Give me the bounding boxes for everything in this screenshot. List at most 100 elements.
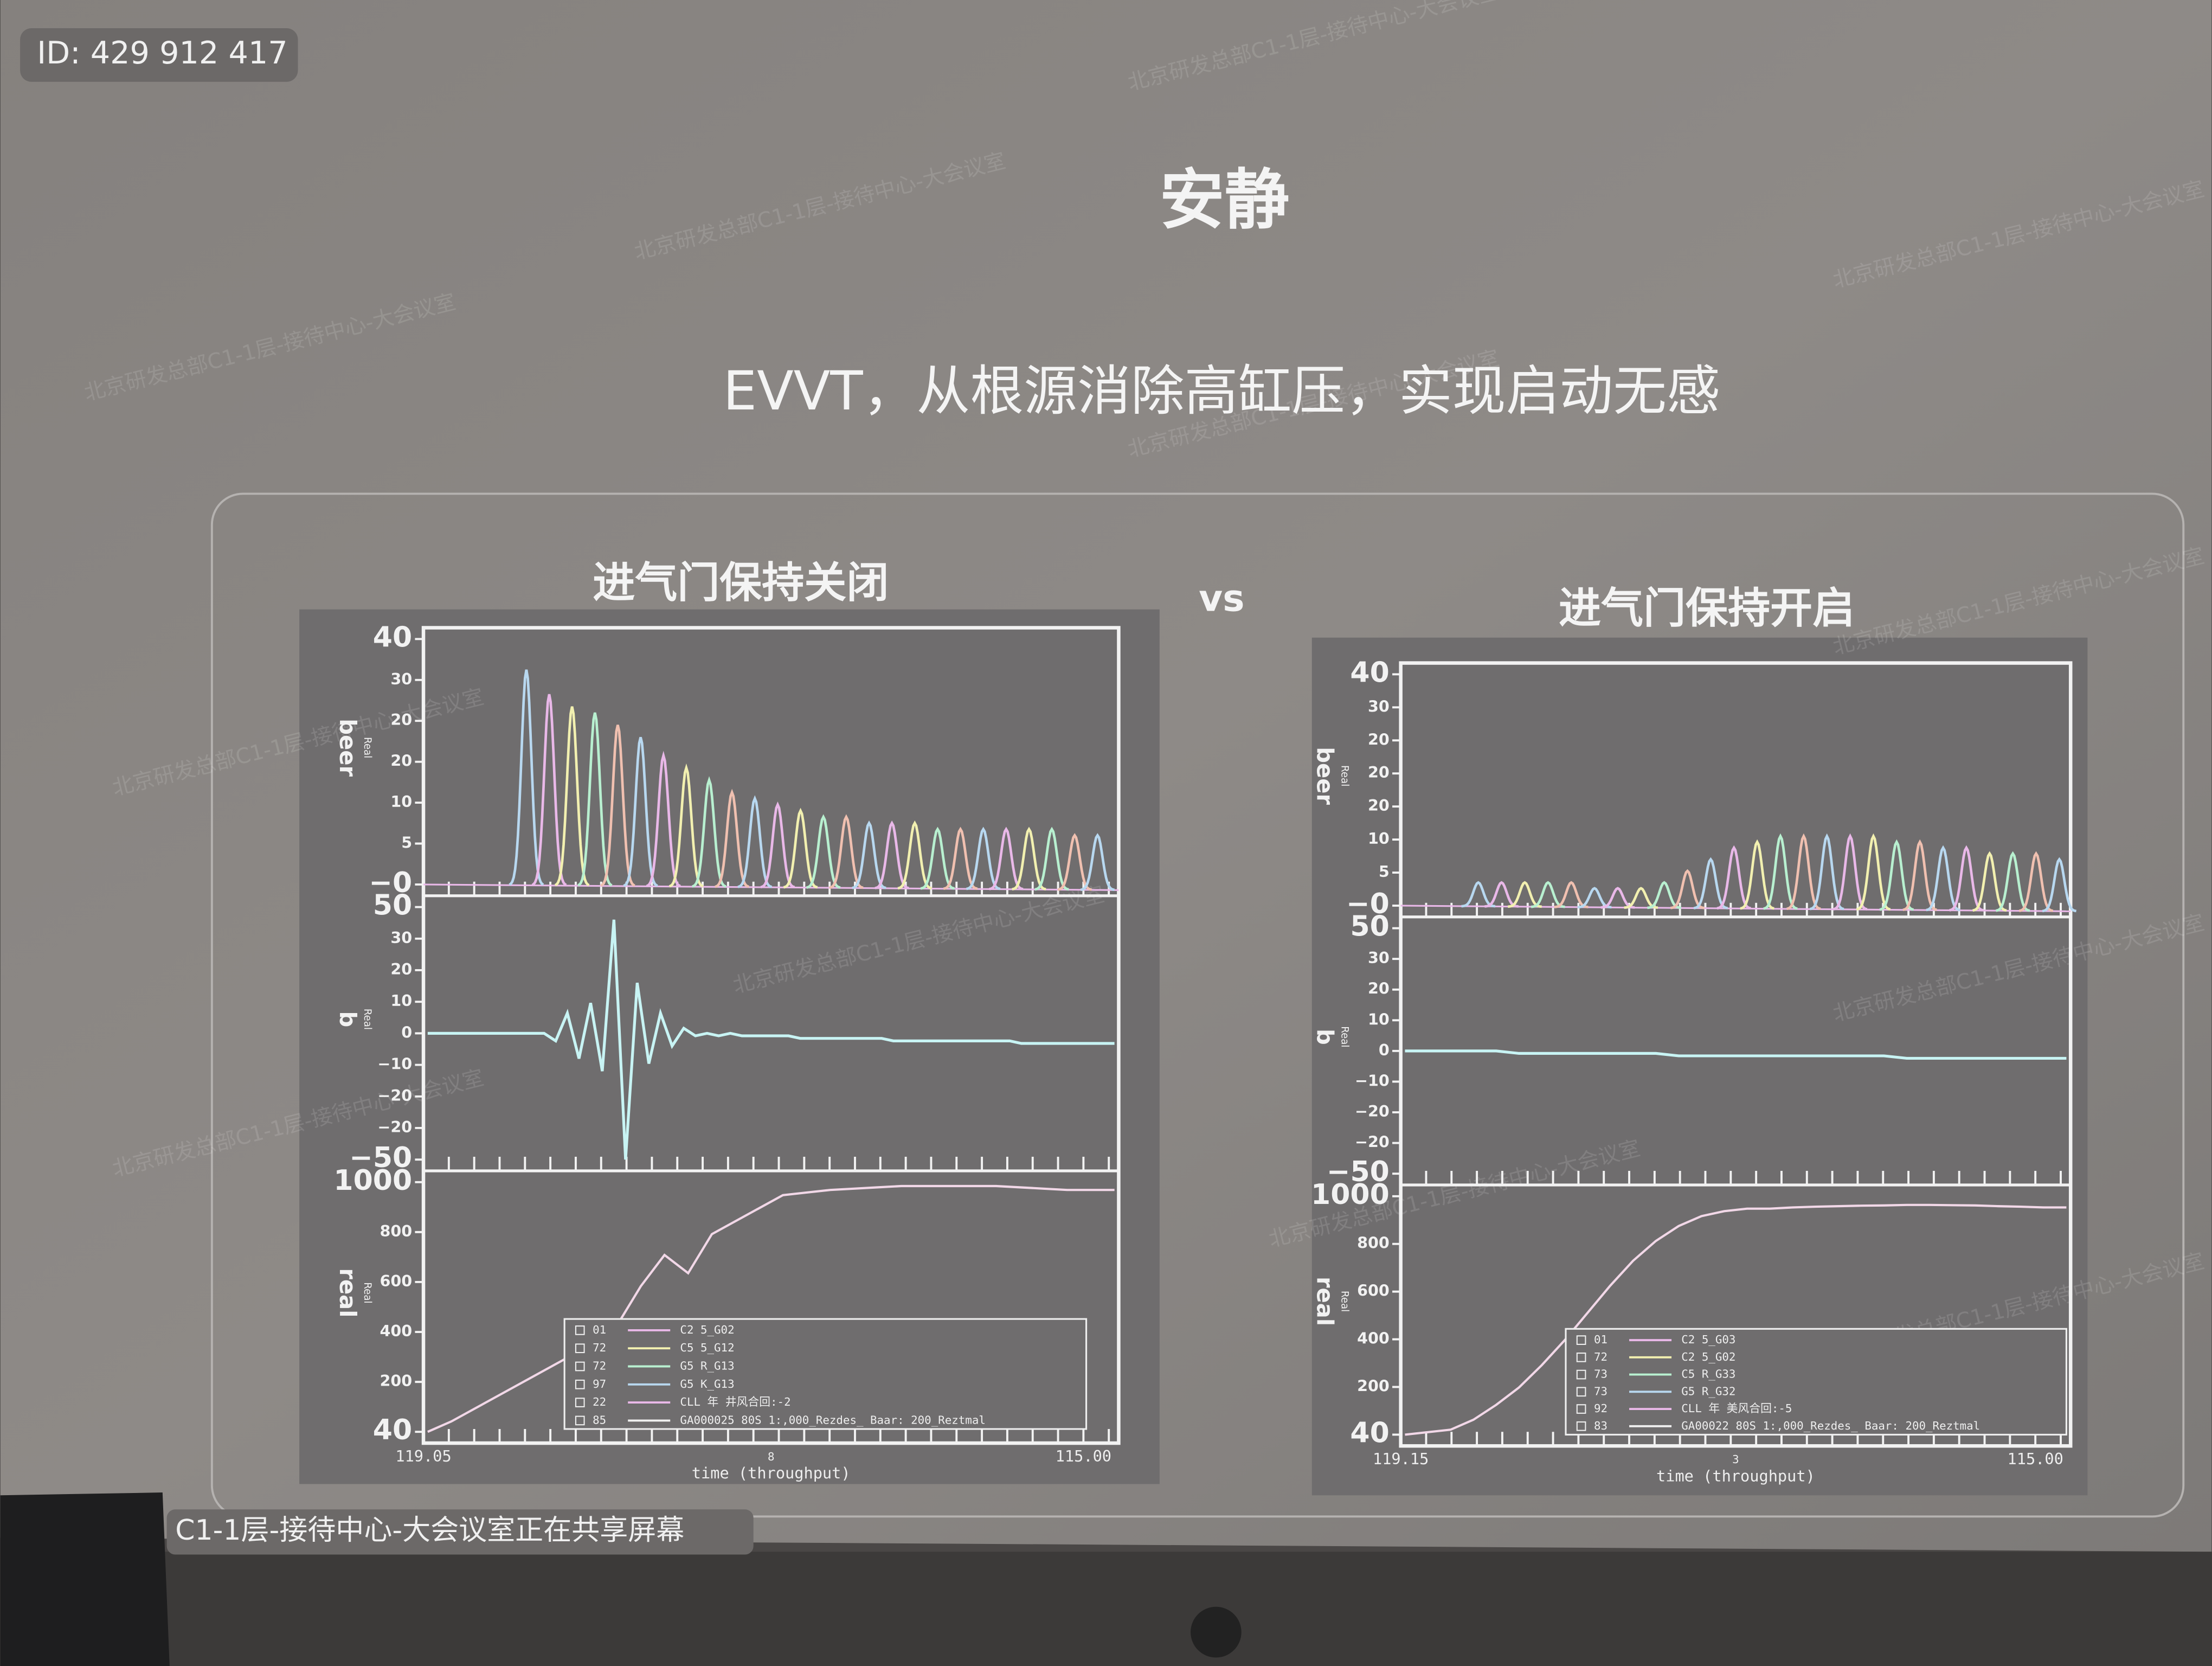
x-tick-label: 115.00: [2008, 1450, 2063, 1468]
y-tick-label: 800: [1357, 1234, 1390, 1252]
legend-check: [1576, 1421, 1586, 1431]
y-axis-unit: Real: [362, 1282, 373, 1303]
y-axis-label: real: [1312, 1277, 1339, 1326]
content-frame: [210, 492, 2185, 1518]
y-tick-label: 30: [390, 670, 412, 688]
x-axis-label: time (throughput): [692, 1464, 851, 1482]
legend-id: 83: [1594, 1419, 1607, 1432]
speed-line: [427, 1184, 1115, 1433]
legend-box: [1565, 1328, 2067, 1436]
vs-label: vs: [1199, 577, 1244, 620]
y-tick-label: 40: [1350, 1417, 1389, 1449]
y-tick-label: 20: [390, 960, 412, 978]
wall: [0, 1552, 2212, 1666]
y-axis-label: real: [335, 1268, 361, 1317]
y-tick-label: 600: [1357, 1281, 1390, 1300]
legend-id: 72: [593, 1341, 606, 1354]
y-tick-label: −10: [1355, 1071, 1390, 1090]
legend-label: G5 R_G13: [680, 1360, 734, 1373]
legend-id: 85: [593, 1413, 606, 1426]
y-axis-label: beer: [335, 719, 361, 777]
plot-frame: [1399, 661, 2073, 1448]
legend-id: 72: [593, 1360, 606, 1373]
meeting-id: ID: 429 912 417: [37, 35, 287, 71]
slide-title: 安静: [1160, 163, 1289, 238]
y-tick-label: 0: [401, 1023, 412, 1041]
y-tick-label: 10: [390, 792, 412, 811]
y-tick-label: 50: [1350, 911, 1389, 943]
legend-check: [1576, 1335, 1586, 1345]
y-axis-label: beer: [1312, 747, 1339, 805]
legend-check: [575, 1415, 585, 1426]
legend-label: C2 5_G03: [1681, 1333, 1735, 1346]
legend-check: [1576, 1353, 1586, 1362]
y-tick-label: 600: [380, 1272, 412, 1290]
pressure-peak: [1080, 833, 1115, 892]
legend-label: G5 K_G13: [680, 1377, 734, 1391]
y-tick-label: −0: [369, 867, 412, 899]
panel-title: 进气门保持开启: [1559, 584, 1855, 633]
legend-check: [575, 1325, 585, 1335]
legend-id: 92: [1594, 1402, 1607, 1415]
y-tick-label: 400: [1357, 1329, 1390, 1348]
y-tick-label: 30: [1368, 697, 1390, 715]
y-tick-label: 5: [1379, 862, 1390, 881]
vibration-line: [1405, 1049, 2067, 1060]
legend-label: CLL 年 美风合回:-5: [1681, 1402, 1792, 1415]
x-tick-label: 119.15: [1373, 1450, 1429, 1468]
legend-label: CLL 年 井风合回:-2: [680, 1395, 790, 1408]
legend-id: 97: [593, 1377, 606, 1391]
y-axis-unit: Real: [1339, 765, 1351, 786]
legend-label: G5 R_G32: [1681, 1385, 1735, 1398]
legend-id: 22: [593, 1395, 606, 1408]
x-tick-label: 3: [1732, 1453, 1739, 1466]
legend-label: C2 5_G02: [1681, 1350, 1735, 1363]
laptop: [0, 1492, 170, 1666]
y-tick-label: −20: [377, 1118, 412, 1136]
y-axis-unit: Real: [362, 737, 373, 758]
vibration-line: [427, 919, 1115, 1160]
legend-id: 73: [1594, 1385, 1607, 1398]
y-tick-label: 50: [373, 889, 412, 922]
legend-check: [575, 1343, 585, 1354]
plot-frame: [421, 626, 1121, 1445]
legend-label: C5 5_G12: [680, 1341, 734, 1354]
y-tick-label: 20: [390, 710, 412, 729]
sharing-notice: C1-1层-接待中心-大会议室正在共享屏幕: [175, 1514, 684, 1547]
y-axis-unit: Real: [362, 1009, 373, 1030]
y-axis-label: b: [335, 1011, 361, 1027]
camera: [1191, 1606, 1242, 1658]
y-tick-label: 800: [380, 1222, 412, 1240]
y-tick-label: 5: [401, 834, 412, 852]
y-tick-label: 20: [1368, 796, 1390, 815]
legend-check: [1576, 1404, 1586, 1414]
legend-check: [575, 1379, 585, 1389]
y-tick-label: 40: [373, 621, 412, 653]
legend-id: 72: [1594, 1350, 1607, 1363]
y-axis-unit: Real: [1339, 1291, 1351, 1312]
y-axis-label: b: [1312, 1029, 1339, 1045]
legend-check: [1576, 1369, 1586, 1380]
id-badge: [20, 28, 298, 82]
panel-title: 进气门保持关闭: [593, 559, 889, 607]
legend-label: C2 5_G02: [680, 1323, 734, 1336]
y-tick-label: 200: [380, 1372, 412, 1390]
y-tick-label: 400: [380, 1322, 412, 1340]
y-tick-label: 20: [1368, 763, 1390, 781]
legend-box: [563, 1318, 1088, 1430]
y-tick-label: −0: [1346, 888, 1390, 920]
legend-check: [575, 1398, 585, 1407]
x-tick-label: 8: [768, 1450, 775, 1463]
y-tick-label: −20: [1355, 1133, 1390, 1151]
legend-label: GA00022 80S 1:,000_Rezdes_ Baar: 200_Rez…: [1681, 1419, 1980, 1432]
y-tick-label: 10: [1368, 1010, 1390, 1028]
y-tick-label: 20: [1368, 730, 1390, 748]
legend-label: C5 R_G33: [1681, 1368, 1735, 1381]
y-tick-label: −20: [1355, 1102, 1390, 1120]
legend-label: GA000025 80S 1:,000_Rezdes_ Baar: 200_Re…: [680, 1413, 985, 1426]
y-tick-label: 1000: [1311, 1178, 1390, 1211]
y-axis-unit: Real: [1339, 1026, 1351, 1047]
y-tick-label: 10: [1368, 829, 1390, 848]
